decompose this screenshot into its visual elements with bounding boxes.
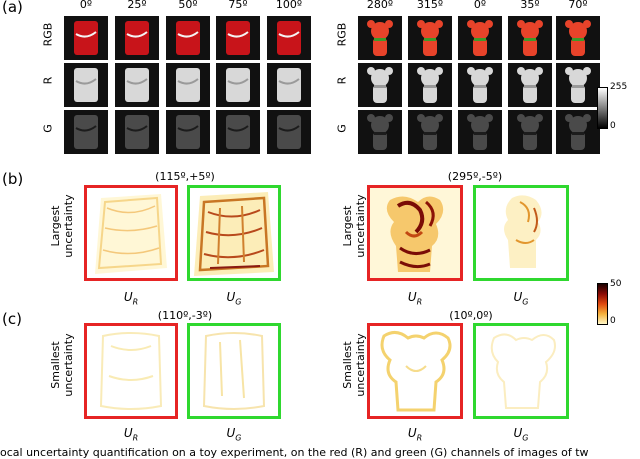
row-label-smallest: Smallest uncertainty: [341, 333, 367, 397]
row-label-g: G: [41, 124, 55, 133]
heatmap: [194, 192, 274, 276]
u-r-label: UR: [407, 290, 423, 307]
uncertainty-map-green-bear: [473, 323, 569, 419]
bear-thumbnail-rgb: [358, 16, 402, 60]
uncertainty-map-green-can: [187, 323, 281, 419]
can-thumbnail-g: [216, 110, 260, 154]
heatmap: [99, 332, 163, 410]
can-thumbnail-rgb: [267, 16, 311, 60]
can-thumbnail-rgb: [166, 16, 210, 60]
uncertainty-map-green-bear: [473, 185, 569, 281]
view-angle-left: (115º,+5º): [155, 170, 215, 183]
can-thumbnail-rgb: [64, 16, 108, 60]
uncertainty-map-red-bear: [367, 323, 463, 419]
angle-header: 0º: [473, 0, 487, 11]
can-thumbnail-g: [115, 110, 159, 154]
angle-header: 35º: [520, 0, 540, 11]
colorbar-max: 255: [610, 82, 628, 92]
bear-thumbnail-rgb: [408, 16, 452, 60]
heatmap: [95, 194, 167, 274]
heatmap: [370, 188, 460, 278]
can-thumbnail-r: [115, 63, 159, 107]
bear-thumbnail-g: [458, 110, 502, 154]
bear-thumbnail-rgb: [556, 16, 600, 60]
bear-thumbnail-g: [358, 110, 402, 154]
u-g-label: UG: [226, 290, 242, 307]
uncertainty-map-red-can: [84, 185, 178, 281]
row-label-largest: Largest uncertainty: [49, 194, 75, 258]
u-g-label: UG: [513, 426, 529, 443]
u-g-label: UG: [226, 426, 242, 443]
angle-header: 25º: [127, 0, 147, 11]
colorbar-min: 0: [610, 121, 616, 131]
bear-thumbnail-rgb: [508, 16, 552, 60]
uncertainty-map-red-can: [84, 323, 178, 419]
figure-caption: ocal uncertainty quantification on a toy…: [0, 446, 589, 459]
row-label-rgb: RGB: [335, 22, 349, 47]
bear-thumbnail-g: [508, 110, 552, 154]
heatmap: [202, 332, 266, 410]
row-label-largest: Largest uncertainty: [341, 194, 367, 258]
bear-thumbnail-r: [556, 63, 600, 107]
can-thumbnail-r: [64, 63, 108, 107]
u-r-label: UR: [123, 290, 139, 307]
panel-label-c: (c): [2, 310, 22, 328]
angle-header: 70º: [568, 0, 588, 11]
bear-thumbnail-g: [556, 110, 600, 154]
view-angle-right: (10º,0º): [449, 309, 493, 322]
row-label-rgb: RGB: [41, 22, 55, 47]
uncertainty-map-green-can: [187, 185, 281, 281]
heat-colorbar: [597, 283, 608, 325]
bear-thumbnail-r: [508, 63, 552, 107]
row-label-smallest: Smallest uncertainty: [49, 333, 75, 397]
u-g-label: UG: [513, 290, 529, 307]
uncertainty-map-red-bear: [367, 185, 463, 281]
panel-label-b: (b): [2, 170, 24, 188]
angle-header: 315º: [416, 0, 444, 11]
heatmap: [504, 195, 542, 268]
heatmap: [380, 331, 452, 412]
angle-header: 100º: [275, 0, 303, 11]
u-r-label: UR: [123, 426, 139, 443]
can-thumbnail-r: [166, 63, 210, 107]
view-angle-left: (110º,-3º): [157, 309, 213, 322]
can-thumbnail-r: [267, 63, 311, 107]
row-label-r: R: [41, 76, 55, 85]
can-thumbnail-g: [267, 110, 311, 154]
angle-header: 280º: [366, 0, 394, 11]
panel-label-a: (a): [2, 0, 23, 16]
can-thumbnail-rgb: [115, 16, 159, 60]
u-r-label: UR: [407, 426, 423, 443]
can-thumbnail-rgb: [216, 16, 260, 60]
view-angle-right: (295º,-5º): [447, 170, 503, 183]
heat-colorbar-max: 50: [610, 279, 622, 289]
angle-header: 75º: [228, 0, 248, 11]
heat-colorbar-min: 0: [610, 316, 616, 326]
row-label-g: G: [335, 124, 349, 133]
bear-thumbnail-rgb: [458, 16, 502, 60]
bear-thumbnail-r: [458, 63, 502, 107]
can-thumbnail-g: [166, 110, 210, 154]
angle-header: 0º: [79, 0, 93, 11]
bear-thumbnail-r: [358, 63, 402, 107]
bear-thumbnail-r: [408, 63, 452, 107]
row-label-r: R: [335, 76, 349, 85]
can-thumbnail-r: [216, 63, 260, 107]
bear-thumbnail-g: [408, 110, 452, 154]
heatmap: [490, 333, 556, 409]
grayscale-colorbar: [597, 87, 608, 129]
can-thumbnail-g: [64, 110, 108, 154]
angle-header: 50º: [178, 0, 198, 11]
